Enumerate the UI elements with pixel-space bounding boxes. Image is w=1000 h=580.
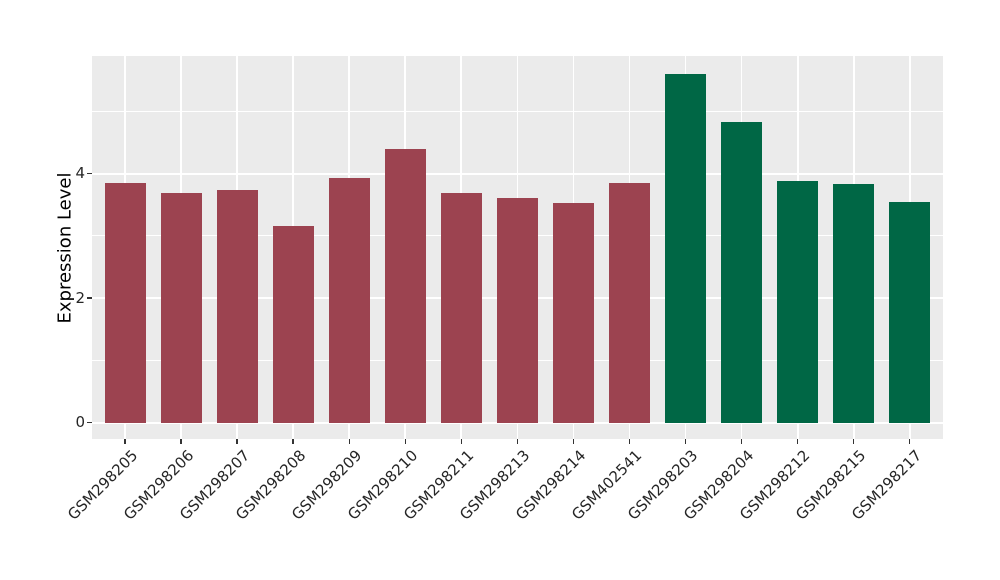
bar-GSM298206 [160,193,202,423]
x-tick-mark-GSM298214 [572,439,575,444]
x-tick-mark-GSM298215 [852,439,855,444]
bar-GSM298210 [384,149,426,423]
x-tick-mark-GSM298213 [516,439,519,444]
bar-GSM298217 [889,202,931,423]
x-tick-mark-GSM298209 [348,439,351,444]
bar-GSM298203 [665,73,706,423]
x-tick-mark-GSM298210 [404,439,407,444]
y-tick-label-0: 0 [75,413,85,432]
bar-GSM298209 [328,178,370,423]
bar-GSM298208 [272,225,314,423]
y-tick-mark-4 [87,172,92,175]
x-tick-mark-GSM298203 [684,439,687,444]
bar-GSM298204 [721,122,763,423]
x-tick-mark-GSM402541 [628,439,631,444]
x-tick-mark-GSM298211 [460,439,463,444]
x-tick-mark-GSM298204 [740,439,743,444]
x-tick-mark-GSM298206 [180,439,182,444]
y-tick-label-4: 4 [75,164,85,182]
bar-GSM402541 [609,182,650,423]
bar-GSM298205 [104,183,146,423]
x-tick-mark-GSM298205 [124,439,126,444]
y-tick-mark-0 [87,421,92,424]
x-tick-mark-GSM298217 [908,439,911,444]
bar-GSM298212 [777,180,819,423]
bar-GSM298215 [833,184,875,423]
bar-GSM298211 [440,193,482,423]
bar-GSM298214 [552,203,594,423]
bar-GSM298207 [216,190,258,423]
x-tick-mark-GSM298208 [292,439,294,444]
x-tick-mark-GSM298207 [236,439,238,444]
plot-panel [91,56,944,440]
y-tick-mark-2 [87,297,92,299]
y-tick-label-2: 2 [75,288,85,307]
bar-GSM298213 [496,197,538,423]
x-tick-mark-GSM298212 [796,439,799,444]
